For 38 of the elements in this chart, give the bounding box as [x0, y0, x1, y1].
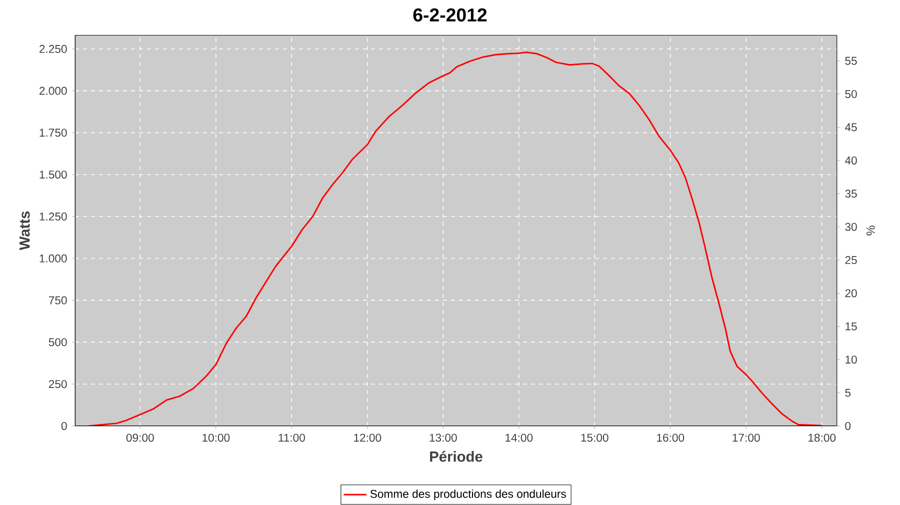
y-tick-label: 250: [48, 380, 67, 388]
chart-title: 6-2-2012: [413, 8, 487, 22]
x-tick-label: 15:00: [581, 434, 608, 442]
x-tick-label: 13:00: [430, 434, 457, 442]
y-tick-label: 1.500: [40, 170, 67, 179]
y-tick-label: 2.250: [39, 45, 67, 54]
y-tick-label: 2.000: [39, 86, 67, 95]
y2-tick-label: 35: [845, 190, 857, 198]
y-tick-label: 750: [48, 296, 67, 304]
y2-tick-label: 15: [846, 322, 857, 331]
x-tick-label: 12:00: [354, 434, 382, 442]
x-axis-title: Période: [430, 451, 482, 462]
line-series: [88, 52, 823, 426]
x-tick-label: 11:00: [278, 434, 305, 442]
y2-tick-label: 25: [845, 256, 857, 264]
x-tick-label: 18:00: [808, 434, 836, 442]
y-tick-label: 1.000: [40, 254, 67, 263]
x-tick-label: 17:00: [732, 434, 760, 442]
y-tick-label: 500: [48, 338, 67, 346]
legend-label: Somme des productions des onduleurs: [370, 490, 566, 500]
y2-tick-label: 50: [845, 90, 857, 98]
y2-tick-label: 20: [845, 289, 857, 298]
y2-axis-title: %: [866, 226, 875, 236]
y2-tick-label: 55: [845, 57, 857, 65]
y2-tick-label: 5: [845, 388, 851, 397]
y2-tick-label: 30: [845, 222, 857, 231]
y2-tick-label: 0: [845, 422, 851, 430]
y2-tick-label: 45: [844, 123, 857, 132]
x-tick-label: 16:00: [657, 434, 684, 442]
y-tick-label: 0: [61, 422, 67, 430]
y-tick-label: 1.750: [40, 128, 67, 137]
x-tick-label: 09:00: [126, 434, 154, 442]
y2-tick-label: 40: [844, 156, 857, 165]
x-tick-label: 14:00: [506, 434, 533, 442]
y-axis-title: Watts: [20, 212, 30, 250]
y-tick-label: 1.250: [40, 212, 67, 221]
y2-tick-label: 10: [846, 356, 857, 364]
x-tick-label: 10:00: [202, 434, 230, 442]
